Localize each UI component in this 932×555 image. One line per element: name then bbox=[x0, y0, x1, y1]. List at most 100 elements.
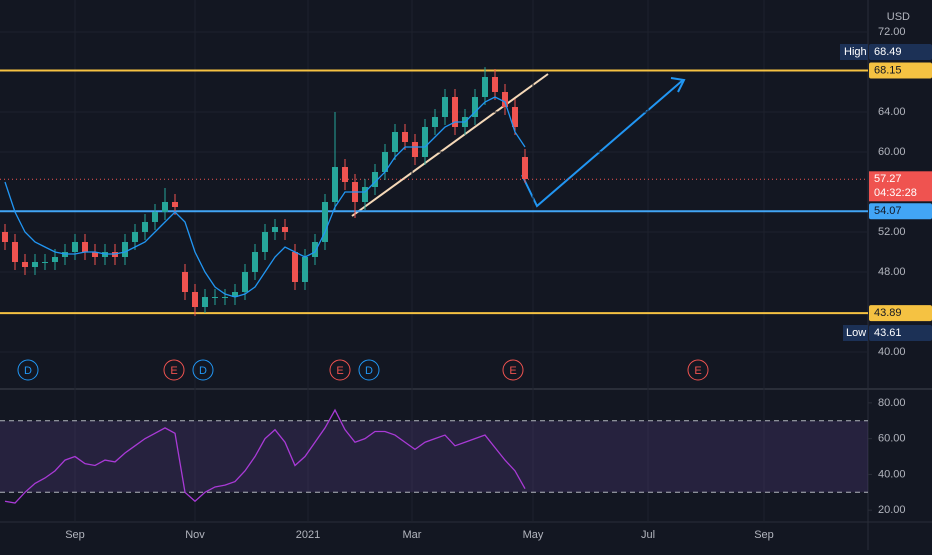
event-marker bbox=[163, 359, 185, 381]
price-line-label: 54.07 bbox=[874, 205, 902, 217]
rsi-line bbox=[4, 408, 526, 504]
candle-body bbox=[202, 297, 208, 307]
candle-body bbox=[432, 117, 438, 127]
rsi-tick-label: 40.00 bbox=[878, 468, 906, 480]
y-tick-label: 40.00 bbox=[878, 346, 906, 358]
last-price: 57.27 bbox=[874, 173, 902, 185]
candle-body bbox=[142, 222, 148, 232]
event-label: E bbox=[170, 365, 177, 377]
candle-body bbox=[182, 272, 188, 292]
candle-body bbox=[32, 262, 38, 267]
candle-body bbox=[482, 77, 488, 97]
candle-body bbox=[412, 142, 418, 157]
candle-body bbox=[342, 167, 348, 182]
price-line-label: 43.89 bbox=[874, 307, 902, 319]
candle-body bbox=[522, 157, 528, 179]
x-tick-label: Jul bbox=[641, 529, 655, 541]
rsi-tick-label: 60.00 bbox=[878, 433, 906, 445]
candle-body bbox=[472, 97, 478, 117]
x-tick-label: 2021 bbox=[296, 529, 320, 541]
price-line-label-bg bbox=[869, 62, 932, 79]
event-marker bbox=[502, 359, 524, 381]
candle-body bbox=[12, 242, 18, 262]
y-tick-label: 64.00 bbox=[878, 106, 906, 118]
candle-body bbox=[72, 242, 78, 252]
price-line-label: 68.15 bbox=[874, 64, 902, 76]
candle-body bbox=[242, 272, 248, 292]
candle-body bbox=[512, 107, 518, 127]
y-tick-label: 72.00 bbox=[878, 26, 906, 38]
candle-body bbox=[52, 257, 58, 262]
candle-body bbox=[82, 242, 88, 252]
candle-body bbox=[212, 297, 218, 298]
event-marker bbox=[687, 359, 709, 381]
candle-body bbox=[232, 292, 238, 297]
event-label: E bbox=[336, 365, 343, 377]
low-tag-bg bbox=[843, 325, 868, 341]
candle-body bbox=[292, 252, 298, 282]
candle-body bbox=[392, 132, 398, 152]
candle-body bbox=[192, 292, 198, 307]
candle-body bbox=[172, 202, 178, 207]
candle-body bbox=[312, 242, 318, 257]
candle-body bbox=[2, 232, 8, 242]
price-line-label-bg bbox=[869, 203, 932, 220]
candle-body bbox=[252, 252, 258, 272]
candle-body bbox=[422, 127, 428, 157]
candle-body bbox=[362, 187, 368, 202]
currency: USD bbox=[887, 11, 910, 23]
low-value-bg bbox=[869, 325, 932, 341]
y-tick-label: 52.00 bbox=[878, 226, 906, 238]
rsi-tick-label: 80.00 bbox=[878, 397, 906, 409]
event-label: D bbox=[199, 365, 207, 377]
candle-body bbox=[452, 97, 458, 127]
moving-average bbox=[4, 96, 526, 298]
arrow-head bbox=[670, 77, 686, 93]
candle-body bbox=[162, 202, 168, 212]
low-value: 43.61 bbox=[874, 327, 902, 339]
candle-body bbox=[322, 202, 328, 242]
projection-arrow bbox=[521, 79, 684, 208]
y-tick-label: 60.00 bbox=[878, 146, 906, 158]
candle-body bbox=[152, 212, 158, 222]
y-tick-label: 48.00 bbox=[878, 266, 906, 278]
candle-body bbox=[132, 232, 138, 242]
candle-body bbox=[42, 262, 48, 263]
candle-body bbox=[492, 77, 498, 92]
candle-body bbox=[92, 252, 98, 257]
high-value: 68.49 bbox=[874, 46, 902, 58]
candle-body bbox=[372, 172, 378, 187]
candle-body bbox=[442, 97, 448, 117]
high-value-bg bbox=[869, 44, 932, 60]
rsi-tick-label: 20.00 bbox=[878, 504, 906, 516]
last-price-bg bbox=[869, 171, 932, 202]
candle-body bbox=[302, 257, 308, 282]
event-marker bbox=[192, 359, 214, 381]
candle-body bbox=[122, 242, 128, 257]
price-line-label-bg bbox=[869, 305, 932, 322]
candle-body bbox=[262, 232, 268, 252]
countdown: 04:32:28 bbox=[874, 187, 917, 199]
x-tick-label: Mar bbox=[403, 529, 422, 541]
event-marker bbox=[17, 359, 39, 381]
x-tick-label: May bbox=[523, 529, 544, 541]
x-tick-label: Sep bbox=[754, 529, 774, 541]
event-marker bbox=[329, 359, 351, 381]
x-tick-label: Sep bbox=[65, 529, 85, 541]
candle-body bbox=[332, 167, 338, 202]
high-tag: High bbox=[844, 46, 867, 58]
candle-body bbox=[222, 297, 228, 298]
candle-body bbox=[282, 227, 288, 232]
trend-line bbox=[351, 73, 549, 217]
high-tag-bg bbox=[840, 44, 868, 60]
rsi-band bbox=[0, 420, 868, 493]
event-label: D bbox=[365, 365, 373, 377]
event-label: E bbox=[694, 365, 701, 377]
event-label: D bbox=[24, 365, 32, 377]
candle-body bbox=[22, 262, 28, 267]
candle-body bbox=[402, 132, 408, 142]
event-marker bbox=[358, 359, 380, 381]
